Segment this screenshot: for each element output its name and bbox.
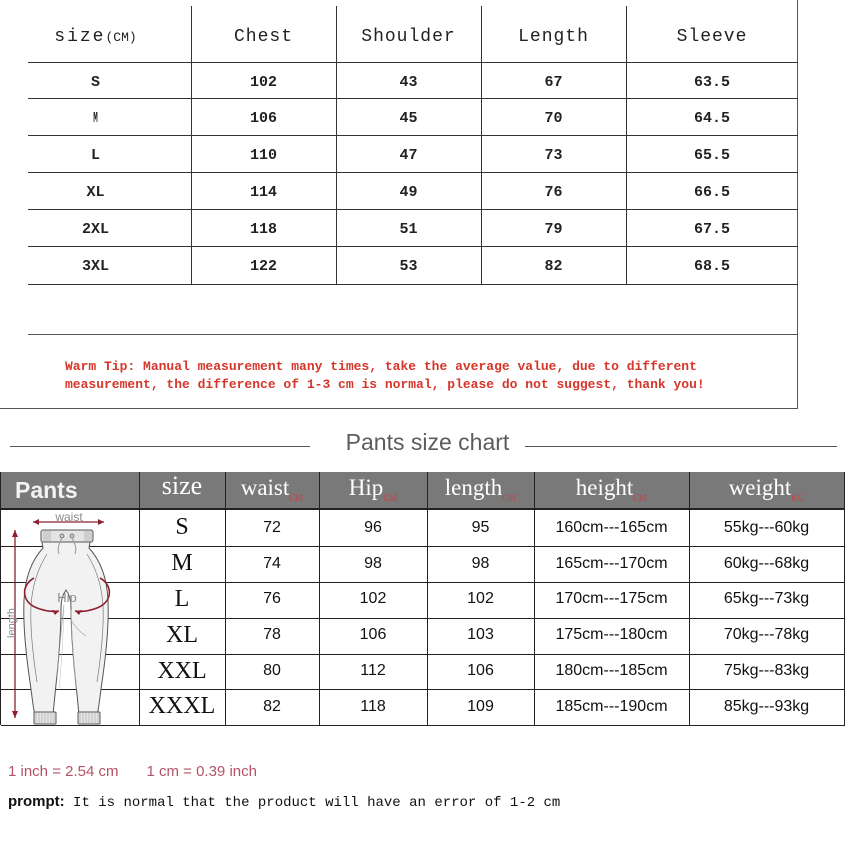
svg-text:Hip: Hip [57,590,77,605]
svg-text:waist: waist [54,510,83,524]
svg-text:length: length [6,608,18,638]
